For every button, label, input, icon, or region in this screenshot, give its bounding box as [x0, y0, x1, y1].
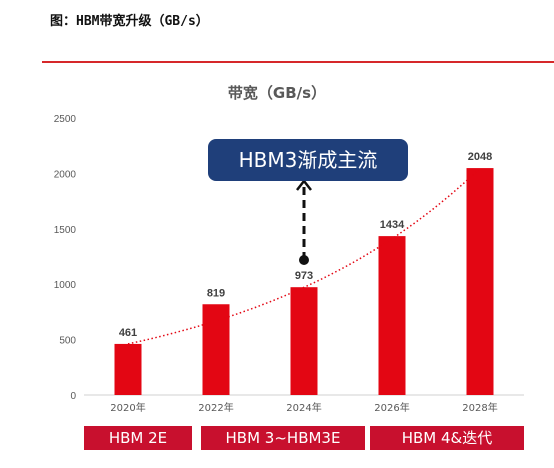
era-band-hbm3: HBM 3~HBM3E [201, 426, 365, 450]
figure-title: 图：HBM带宽升级（GB/s） [50, 14, 209, 29]
era-band-hbm4: HBM 4&迭代 [370, 426, 524, 450]
bar [466, 168, 494, 395]
x-tick-label: 2028年 [462, 401, 497, 414]
data-label: 819 [207, 287, 225, 299]
y-tick-label: 500 [59, 336, 76, 347]
y-tick-label: 1000 [54, 280, 77, 291]
trend-line [127, 167, 481, 345]
data-label: 2048 [468, 151, 492, 163]
data-label: 1434 [380, 219, 405, 231]
x-tick-label: 2022年 [198, 401, 233, 414]
data-label: 461 [119, 327, 137, 339]
bar [378, 236, 406, 395]
hbm3-annotation: HBM3渐成主流 [208, 139, 408, 181]
x-tick-label: 2026年 [374, 401, 409, 414]
y-tick-label: 2500 [54, 114, 77, 125]
annotation-arrow-head [296, 178, 312, 191]
annotation-anchor-dot [299, 255, 309, 265]
bar [114, 343, 142, 395]
era-band-hbm2e: HBM 2E [84, 426, 192, 450]
bar [290, 287, 318, 395]
x-tick-label: 2020年 [110, 401, 145, 414]
x-tick-label: 2024年 [286, 401, 321, 414]
bar [202, 304, 230, 395]
data-label: 973 [295, 270, 313, 282]
y-tick-label: 0 [70, 391, 76, 402]
title-divider [42, 61, 554, 63]
y-tick-label: 2000 [54, 169, 77, 180]
y-tick-label: 1500 [54, 225, 77, 236]
chart-title: 带宽（GB/s） [227, 84, 327, 102]
